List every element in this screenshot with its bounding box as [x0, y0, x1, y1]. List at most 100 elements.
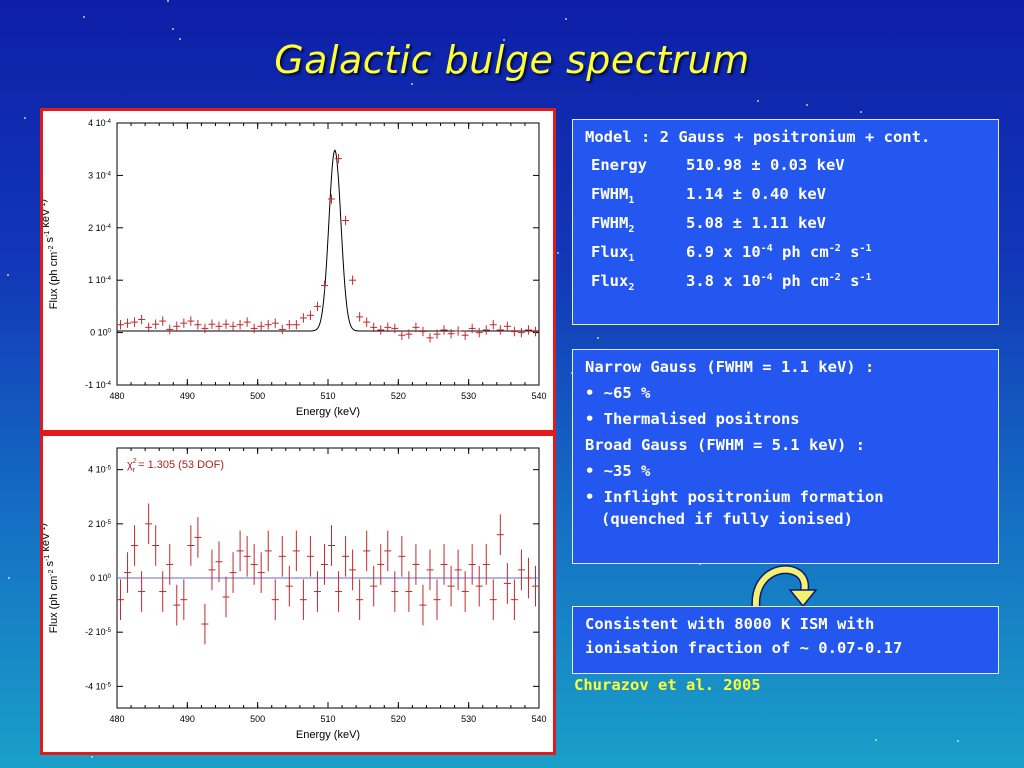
x-tick-label: 540 [531, 714, 546, 724]
data-point [517, 549, 525, 591]
data-point [187, 525, 195, 566]
data-point [145, 503, 153, 545]
data-point [166, 544, 174, 585]
star-dot [557, 252, 559, 254]
param-value: 510.98 ± 0.03 keV [686, 156, 845, 174]
x-axis-label: Energy (keV) [296, 729, 360, 741]
data-point [454, 549, 462, 591]
data-point [370, 322, 378, 333]
data-point [475, 565, 483, 607]
data-point [222, 319, 230, 329]
data-point [320, 280, 328, 291]
data-point [503, 563, 511, 604]
param-name: Energy [591, 156, 647, 174]
data-point [229, 552, 237, 593]
broad-gauss-heading: Broad Gauss (FWHM = 5.1 keV) : [585, 436, 865, 454]
star-dot [957, 740, 959, 742]
star-dot [24, 117, 26, 119]
data-point [278, 324, 286, 335]
data-point [306, 310, 314, 321]
data-point [271, 318, 279, 328]
star-dot [875, 739, 877, 741]
data-point [510, 579, 518, 620]
data-point [349, 549, 357, 591]
data-point [243, 317, 251, 327]
data-point [419, 584, 427, 626]
star-dot [565, 18, 567, 20]
param-value: 1.14 ± 0.40 keV [686, 185, 826, 203]
star-dot [503, 39, 505, 41]
x-tick-label: 490 [180, 714, 195, 724]
data-point [412, 322, 420, 333]
data-point [489, 579, 497, 620]
data-point [461, 571, 469, 612]
narrow-gauss-fraction: • ~65 % [585, 384, 651, 402]
data-point [187, 316, 195, 326]
ism-line-2: ionisation fraction of ~ 0.07-0.17 [585, 639, 903, 657]
x-tick-label: 540 [531, 391, 546, 401]
data-point [384, 530, 392, 572]
data-point [489, 320, 497, 330]
data-point [180, 318, 188, 328]
param-value: 3.8 x 10-4 ph cm-2 s-1 [686, 272, 872, 291]
star-dot [806, 104, 808, 106]
star-dot [83, 16, 85, 18]
star-dot [597, 337, 599, 339]
data-point [377, 325, 385, 335]
data-point [342, 215, 350, 226]
data-point [250, 544, 258, 585]
data-point [131, 525, 139, 566]
y-tick-label: 2 10-4 [88, 223, 112, 233]
data-point [524, 325, 532, 335]
curved-arrow-icon [751, 565, 818, 608]
data-point [496, 514, 504, 555]
data-point [257, 552, 265, 593]
y-tick-label: 0 100 [90, 573, 112, 583]
gaussian-components-box: Narrow Gauss (FWHM = 1.1 keV) : • ~65 % … [572, 349, 999, 564]
y-tick-label: 2 10-5 [88, 519, 112, 529]
x-tick-label: 520 [391, 391, 406, 401]
model-param-row: Flux2 3.8 x 10-4 ph cm-2 s-1 [591, 272, 871, 293]
model-parameters-box: Model : 2 Gauss + positronium + cont. En… [572, 119, 999, 325]
data-point [180, 579, 188, 620]
x-tick-label: 510 [320, 714, 335, 724]
data-point [208, 549, 216, 591]
data-point [117, 579, 125, 620]
data-point [166, 324, 174, 335]
spectrum-plot: 480 490 500 510 520 530 540 -1 10-4 0 100 1 10-4 2… [43, 118, 547, 418]
data-point [405, 571, 413, 612]
data-point [482, 544, 490, 585]
narrow-gauss-origin: • Thermalised positrons [585, 410, 800, 428]
chi-square-annotation: χ2 r = 1.305 (53 DOF) [127, 458, 224, 474]
y-tick-label: 3 10-4 [88, 170, 112, 180]
data-point [145, 322, 153, 333]
y-tick-label: -4 10-5 [85, 681, 112, 691]
data-point [503, 321, 511, 332]
data-point [363, 317, 371, 327]
data-point [313, 301, 321, 312]
param-value: 5.08 ± 1.11 keV [686, 214, 826, 232]
x-tick-label: 520 [391, 714, 406, 724]
data-point [524, 557, 532, 599]
data-point [306, 536, 314, 577]
data-point [412, 544, 420, 585]
data-point [173, 321, 181, 332]
data-point [447, 328, 455, 339]
model-curve [117, 149, 539, 332]
model-param-row: Flux1 6.9 x 10-4 ph cm-2 s-1 [591, 243, 871, 264]
plot-axes-frame [116, 122, 540, 386]
data-point [377, 544, 385, 585]
data-point [292, 530, 300, 572]
y-tick-label: 4 10-4 [88, 118, 112, 128]
data-point [363, 530, 371, 572]
data-point [124, 552, 132, 593]
data-point [356, 312, 364, 322]
data-point [292, 320, 300, 330]
star-dot [459, 68, 461, 70]
data-point [370, 565, 378, 607]
data-point [138, 571, 146, 612]
data-point [510, 326, 518, 337]
data-point [194, 517, 202, 558]
ism-conclusion-box: Consistent with 8000 K ISM with ionisati… [572, 606, 999, 674]
x-axis-label: Energy (keV) [296, 406, 360, 418]
